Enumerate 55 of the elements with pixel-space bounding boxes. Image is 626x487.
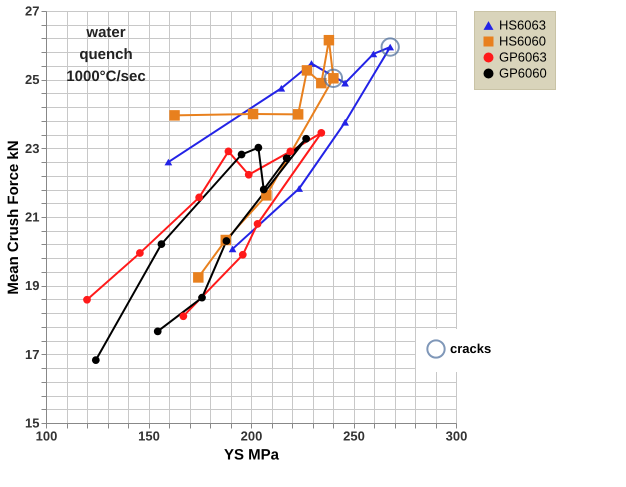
y-tick-label: 21: [25, 210, 40, 224]
point: [238, 250, 247, 259]
x-tick-label: 300: [446, 428, 468, 444]
point: [254, 144, 262, 152]
point: [224, 148, 232, 156]
point: [222, 237, 230, 245]
y-tick-label: 25: [25, 72, 40, 88]
legend-label: GP6060: [499, 66, 547, 80]
point: [324, 34, 334, 46]
legend-label: GP6063: [499, 50, 547, 64]
point: [238, 150, 246, 158]
point: [179, 312, 188, 320]
point: [248, 108, 258, 120]
point: [169, 110, 180, 121]
x-tick-label: 150: [138, 428, 160, 444]
x-axis-title: YS MPa: [224, 446, 280, 464]
point: [254, 220, 262, 228]
point: [195, 194, 204, 202]
point: [136, 249, 144, 257]
x-tick-label: 100: [36, 428, 58, 444]
point: [295, 185, 304, 192]
y-tick-label: 27: [25, 4, 40, 18]
legend-label: HS6060: [499, 34, 546, 48]
point: [317, 129, 326, 137]
point: [277, 84, 286, 92]
point: [198, 294, 206, 302]
legend-label: HS6063: [499, 18, 546, 32]
point: [380, 37, 400, 57]
x-tick-label: 250: [343, 428, 365, 444]
point: [244, 170, 253, 179]
point: [193, 272, 204, 283]
point: [286, 148, 294, 156]
point: [228, 246, 236, 252]
point: [260, 186, 268, 194]
x-tick-label: 200: [240, 428, 262, 444]
point: [302, 65, 312, 76]
point: [158, 240, 166, 248]
legend-label: cracks: [450, 341, 492, 356]
point: [164, 158, 172, 166]
point: [83, 296, 91, 304]
point: [324, 68, 344, 88]
point: [282, 154, 291, 162]
y-axis-title: Mean Crush Force kN: [5, 140, 22, 295]
point: [370, 50, 378, 58]
y-tick-label: 23: [25, 140, 40, 156]
point: [341, 118, 349, 126]
annotation: water quench 1000°C/sec: [66, 24, 146, 85]
point: [302, 134, 310, 143]
point: [292, 109, 304, 120]
y-tick-label: 19: [25, 278, 40, 294]
point: [154, 327, 162, 336]
point: [341, 80, 349, 86]
y-tick-label: 15: [25, 416, 40, 430]
point: [92, 356, 100, 364]
y-tick-label: 17: [25, 346, 40, 362]
